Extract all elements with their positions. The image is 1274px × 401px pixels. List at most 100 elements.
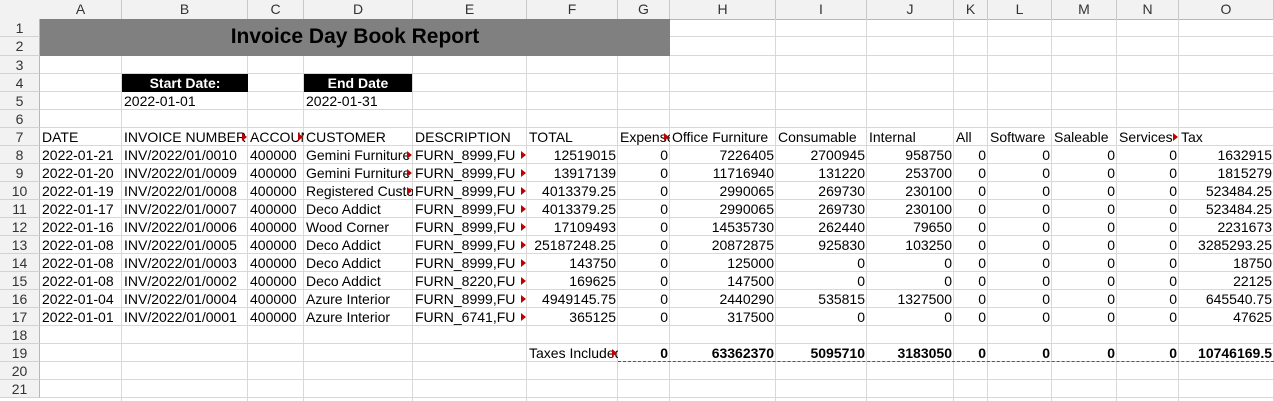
header-cell-c[interactable]: ACCOUNT: [248, 128, 304, 146]
data-cell-n[interactable]: 0: [1169, 165, 1177, 181]
totals-label[interactable]: Taxes Included: [529, 345, 618, 361]
data-cell-b[interactable]: INV/2022/01/0007: [124, 201, 237, 217]
data-cell-n[interactable]: 0: [1169, 309, 1177, 325]
data-cell-i[interactable]: 269730: [818, 201, 865, 217]
data-cell-i[interactable]: 925830: [818, 237, 865, 253]
data-cell-a[interactable]: 2022-01-16: [42, 219, 114, 235]
data-cell-b[interactable]: INV/2022/01/0009: [124, 165, 237, 181]
header-cell-d[interactable]: CUSTOMER: [306, 129, 386, 145]
data-cell-i[interactable]: 131220: [818, 165, 865, 181]
header-cell-i[interactable]: Consumable: [778, 129, 857, 145]
column-header-i[interactable]: I: [776, 0, 867, 19]
data-cell-h[interactable]: 7226405: [719, 147, 774, 163]
start-date-value[interactable]: 2022-01-01: [124, 93, 196, 109]
data-cell-c[interactable]: 400000: [250, 255, 297, 271]
data-cell-e[interactable]: FURN_8220,FU: [413, 272, 527, 290]
data-cell-n[interactable]: 0: [1169, 255, 1177, 271]
data-cell-a[interactable]: 2022-01-20: [42, 165, 114, 181]
data-cell-h[interactable]: 317500: [727, 309, 774, 325]
data-cell-o[interactable]: 523484.25: [1205, 183, 1272, 199]
data-cell-j[interactable]: 230100: [905, 201, 952, 217]
data-cell-a[interactable]: 2022-01-21: [42, 147, 114, 163]
data-cell-b[interactable]: INV/2022/01/0003: [124, 255, 237, 271]
data-cell-c[interactable]: 400000: [250, 147, 297, 163]
data-cell-o[interactable]: 3285293.25: [1198, 237, 1272, 253]
row-header-3[interactable]: 3: [0, 56, 40, 74]
total-cell-o[interactable]: 10746169.5: [1198, 345, 1272, 361]
data-cell-a[interactable]: 2022-01-01: [42, 309, 114, 325]
data-cell-m[interactable]: 0: [1107, 291, 1115, 307]
data-cell-l[interactable]: 0: [1042, 237, 1050, 253]
header-cell-n[interactable]: Services: [1117, 128, 1179, 146]
data-cell-o[interactable]: 18750: [1233, 255, 1272, 271]
data-cell-l[interactable]: 0: [1042, 201, 1050, 217]
data-cell-b[interactable]: INV/2022/01/0006: [124, 219, 237, 235]
data-cell-d[interactable]: Azure Interior: [306, 309, 391, 325]
row-header-12[interactable]: 12: [0, 218, 40, 236]
data-cell-n[interactable]: 0: [1169, 291, 1177, 307]
column-header-d[interactable]: D: [304, 0, 413, 19]
header-cell-a[interactable]: DATE: [42, 129, 79, 145]
header-cell-o[interactable]: Tax: [1181, 129, 1203, 145]
data-cell-i[interactable]: 2700945: [810, 147, 865, 163]
data-cell-d[interactable]: Wood Corner: [306, 219, 390, 235]
data-cell-d[interactable]: Azure Interior: [306, 291, 391, 307]
data-cell-j[interactable]: 0: [944, 255, 952, 271]
data-cell-k[interactable]: 0: [978, 291, 986, 307]
data-cell-i[interactable]: 0: [857, 255, 865, 271]
data-cell-a[interactable]: 2022-01-08: [42, 237, 114, 253]
data-cell-e[interactable]: FURN_8999,FU: [413, 164, 527, 182]
total-cell-l[interactable]: 0: [1042, 345, 1050, 361]
total-cell-m[interactable]: 0: [1107, 345, 1115, 361]
data-cell-o[interactable]: 2231673: [1217, 219, 1272, 235]
data-cell-d[interactable]: Gemini Furniture: [304, 146, 413, 164]
data-cell-j[interactable]: 958750: [905, 147, 952, 163]
data-cell-a[interactable]: 2022-01-08: [42, 255, 114, 271]
data-cell-k[interactable]: 0: [978, 183, 986, 199]
data-cell-n[interactable]: 0: [1169, 147, 1177, 163]
header-cell-b[interactable]: INVOICE NUMBER: [124, 129, 247, 145]
data-cell-g[interactable]: 0: [660, 147, 668, 163]
data-cell-l[interactable]: 0: [1042, 165, 1050, 181]
header-cell-f[interactable]: TOTAL: [529, 129, 573, 145]
data-cell-m[interactable]: 0: [1107, 255, 1115, 271]
data-cell-e[interactable]: FURN_8999,FU: [413, 254, 527, 272]
data-cell-b[interactable]: INV/2022/01/0010: [124, 147, 237, 163]
data-cell-m[interactable]: 0: [1107, 309, 1115, 325]
data-cell-b[interactable]: INV/2022/01/0005: [124, 237, 237, 253]
header-cell-m[interactable]: Saleable: [1054, 129, 1109, 145]
data-cell-k[interactable]: 0: [978, 201, 986, 217]
data-cell-m[interactable]: 0: [1107, 273, 1115, 289]
row-header-9[interactable]: 9: [0, 164, 40, 182]
total-cell-i[interactable]: 5095710: [810, 345, 865, 361]
data-cell-f[interactable]: 13917139: [553, 165, 616, 181]
data-cell-f[interactable]: 4949145.75: [542, 291, 616, 307]
data-cell-f[interactable]: 4013379.25: [542, 201, 616, 217]
header-cell-h[interactable]: Office Furniture: [672, 129, 769, 145]
data-cell-a[interactable]: 2022-01-17: [42, 201, 114, 217]
data-cell-b[interactable]: INV/2022/01/0008: [124, 183, 237, 199]
row-header-10[interactable]: 10: [0, 182, 40, 200]
data-cell-h[interactable]: 11716940: [712, 165, 774, 181]
report-title[interactable]: Invoice Day Book Report: [230, 25, 480, 48]
row-header-1[interactable]: 1: [0, 19, 40, 37]
data-cell-g[interactable]: 0: [660, 237, 668, 253]
end-date-label[interactable]: End Date: [304, 74, 412, 92]
data-cell-i[interactable]: 262440: [818, 219, 865, 235]
data-cell-e[interactable]: FURN_8999,FU: [413, 236, 527, 254]
data-cell-e[interactable]: FURN_8999,FU: [413, 200, 527, 218]
data-cell-k[interactable]: 0: [978, 165, 986, 181]
data-cell-o[interactable]: 22125: [1233, 273, 1272, 289]
data-cell-m[interactable]: 0: [1107, 165, 1115, 181]
column-header-a[interactable]: A: [40, 0, 122, 19]
row-header-6[interactable]: 6: [0, 110, 40, 128]
data-cell-l[interactable]: 0: [1042, 309, 1050, 325]
data-cell-b[interactable]: INV/2022/01/0002: [124, 273, 237, 289]
data-cell-g[interactable]: 0: [660, 255, 668, 271]
data-cell-l[interactable]: 0: [1042, 255, 1050, 271]
data-cell-j[interactable]: 1327500: [897, 291, 952, 307]
data-cell-f[interactable]: 25187248.25: [534, 237, 616, 253]
data-cell-m[interactable]: 0: [1107, 147, 1115, 163]
column-header-f[interactable]: F: [527, 0, 618, 19]
data-cell-b[interactable]: INV/2022/01/0004: [124, 291, 237, 307]
